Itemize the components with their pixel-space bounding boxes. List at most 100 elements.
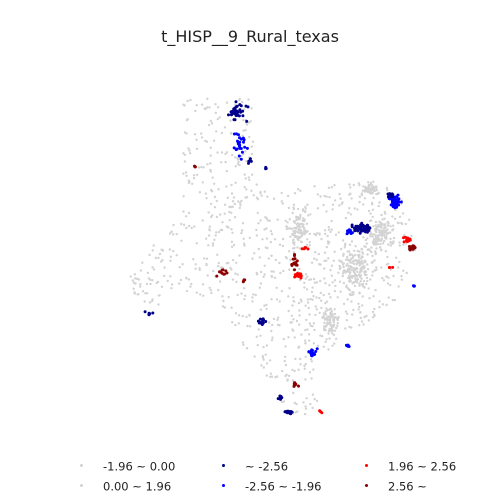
map-point [354, 245, 357, 248]
map-point [336, 322, 339, 325]
significant-point [399, 200, 403, 204]
map-point [151, 266, 154, 269]
map-point [331, 344, 334, 347]
map-point [304, 405, 307, 408]
map-point [358, 264, 361, 267]
map-point [351, 313, 354, 316]
map-point [386, 255, 389, 259]
map-point [240, 292, 243, 295]
map-point [328, 337, 331, 340]
map-point [376, 242, 380, 246]
map-point [346, 250, 349, 253]
map-point [350, 293, 353, 297]
map-point [209, 162, 212, 165]
map-point [211, 242, 215, 245]
map-point [397, 266, 400, 269]
map-point [387, 276, 390, 279]
legend-dot-icon [222, 464, 225, 467]
significant-point [241, 114, 245, 118]
map-point [281, 244, 285, 248]
significant-point [261, 317, 265, 321]
map-point [230, 192, 234, 195]
map-point [340, 247, 343, 251]
map-point [355, 267, 359, 270]
map-point [276, 318, 279, 322]
map-point [266, 246, 269, 250]
map-point [341, 201, 344, 204]
map-point [201, 283, 205, 286]
map-point [338, 280, 342, 283]
map-point [306, 203, 309, 206]
map-point [291, 304, 294, 307]
map-point [270, 254, 273, 257]
map-point [272, 317, 276, 321]
map-point [325, 210, 328, 213]
map-point [322, 312, 325, 315]
map-point [225, 101, 229, 104]
map-point [383, 231, 386, 235]
map-point [289, 258, 292, 261]
significant-point [290, 263, 294, 266]
map-point [195, 138, 198, 141]
map-point [299, 298, 302, 301]
map-point [260, 364, 263, 367]
map-point [178, 266, 181, 269]
map-point [276, 218, 279, 221]
map-point [325, 195, 328, 198]
map-point [324, 313, 328, 316]
map-point [380, 224, 383, 227]
map-point [195, 242, 198, 245]
map-point [311, 298, 314, 301]
map-point [221, 305, 225, 308]
map-point [404, 222, 407, 226]
map-point [298, 309, 301, 312]
map-point [363, 189, 367, 192]
map-point [329, 296, 332, 299]
significant-point [242, 140, 245, 144]
significant-point [350, 225, 354, 229]
map-point [362, 185, 365, 188]
map-point [284, 363, 288, 367]
map-point [355, 275, 359, 278]
significant-point [353, 229, 357, 233]
map-point [141, 290, 145, 293]
map-point [280, 289, 284, 293]
map-point [157, 256, 160, 260]
map-point [371, 316, 375, 319]
map-point [348, 183, 351, 186]
significant-point [406, 238, 410, 242]
map-point [243, 287, 246, 290]
map-point [234, 156, 237, 159]
map-point [253, 252, 256, 255]
map-point [385, 233, 388, 236]
map-point [257, 222, 260, 225]
significant-point [391, 202, 395, 206]
map-point [293, 246, 296, 250]
map-point [362, 323, 365, 326]
significant-point [239, 104, 243, 108]
map-point [137, 278, 141, 281]
map-point [369, 181, 373, 185]
significant-point [410, 246, 414, 250]
map-point [245, 315, 248, 319]
map-point [331, 203, 335, 206]
map-point [298, 314, 301, 317]
map-point [342, 265, 345, 269]
map-point [410, 234, 413, 238]
map-point [148, 301, 152, 304]
map-point [234, 323, 237, 327]
map-point [332, 333, 336, 337]
map-point [283, 359, 286, 363]
significant-point [412, 284, 416, 288]
significant-point [348, 230, 352, 234]
map-point [333, 289, 337, 293]
map-point [358, 284, 361, 287]
map-point [248, 178, 251, 182]
map-point [215, 130, 218, 133]
significant-point [225, 271, 229, 275]
map-point [234, 181, 237, 184]
map-point [298, 267, 301, 271]
map-point [318, 263, 321, 266]
map-point [270, 270, 273, 273]
map-point [309, 402, 312, 406]
